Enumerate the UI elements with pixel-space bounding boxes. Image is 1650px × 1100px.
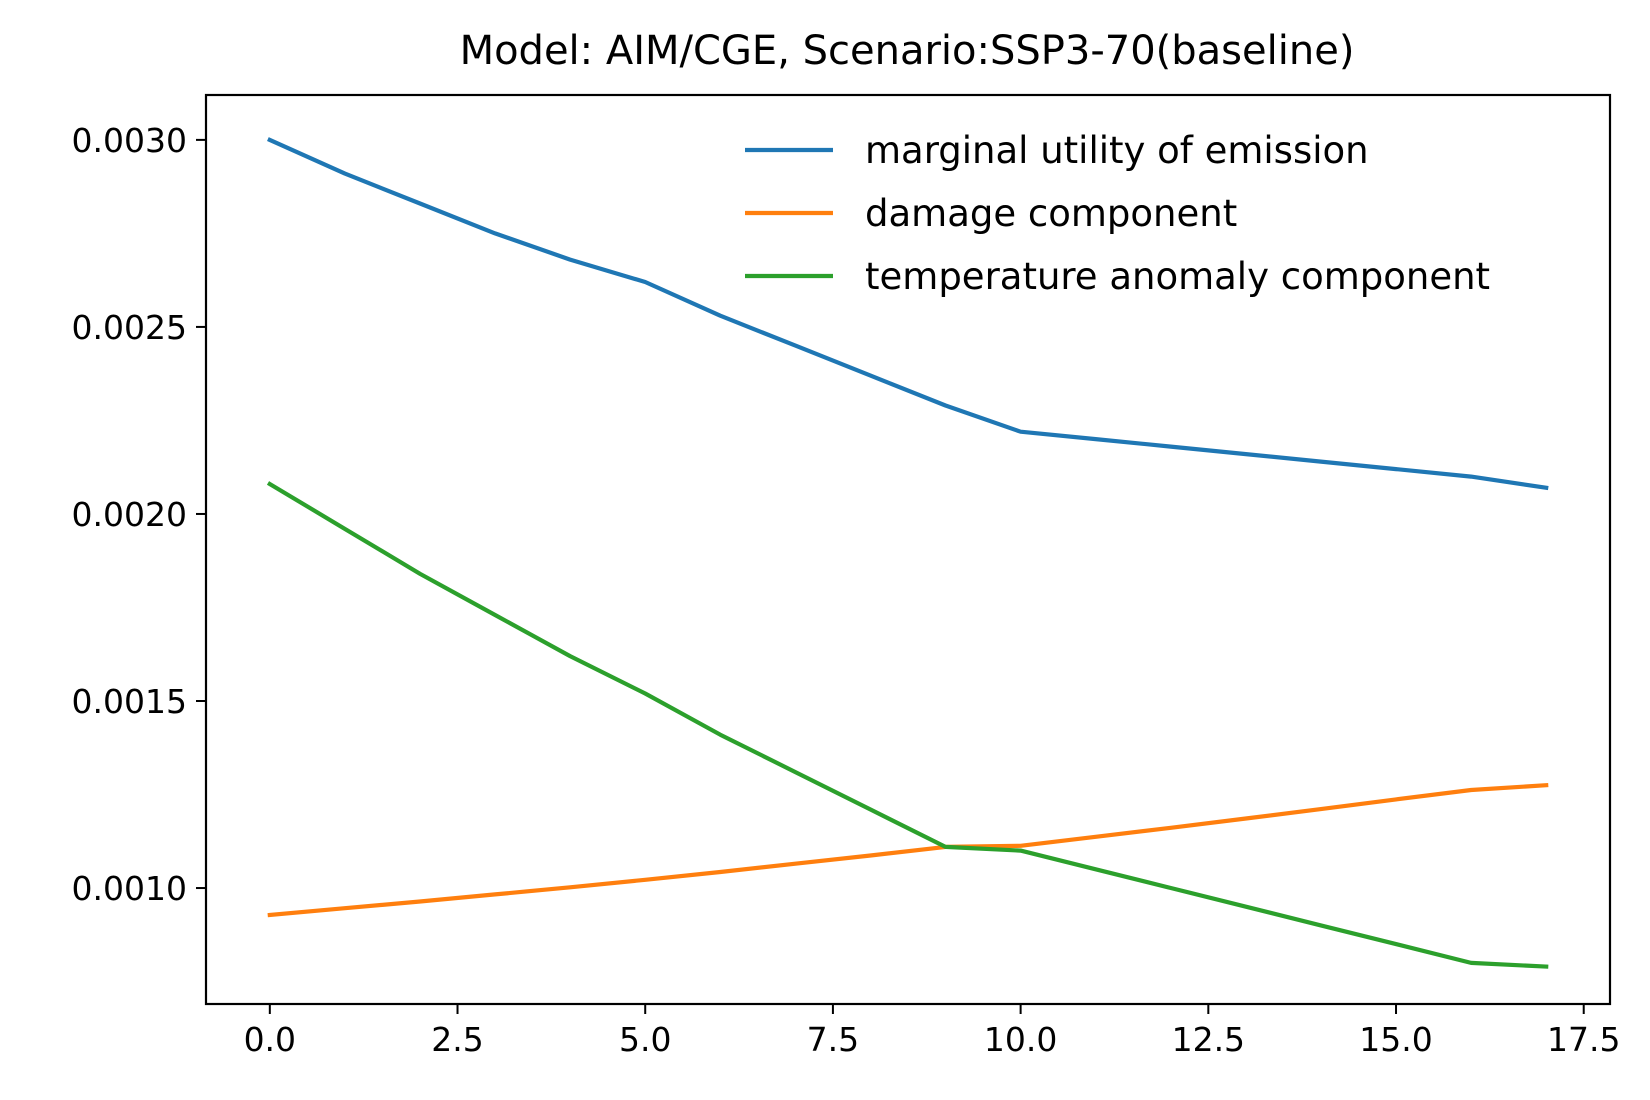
y-axis: 0.0010 0.0015 0.0020 0.0025 0.0030 — [72, 121, 206, 908]
y-tick-label: 0.0010 — [72, 869, 187, 908]
x-axis: 0.0 2.5 5.0 7.5 10.0 12.5 15.0 17.5 — [244, 1004, 1620, 1059]
y-tick-label: 0.0025 — [72, 308, 187, 347]
x-tick-label: 17.5 — [1547, 1020, 1620, 1059]
series-line-2 — [267, 782, 1549, 918]
x-tick-label: 2.5 — [431, 1020, 483, 1059]
plot-area-frame — [204, 93, 1612, 1006]
x-tick-label: 15.0 — [1359, 1020, 1432, 1059]
y-tick-label: 0.0020 — [72, 495, 187, 534]
legend: marginal utility of emission damage compo… — [745, 129, 1490, 298]
x-tick-label: 12.5 — [1172, 1020, 1245, 1059]
y-tick-label: 0.0030 — [72, 121, 187, 160]
x-tick-label: 5.0 — [619, 1020, 671, 1059]
legend-label-2: damage component — [865, 192, 1237, 235]
series-line-3 — [266, 481, 1549, 969]
legend-label-1: marginal utility of emission — [865, 129, 1369, 172]
y-tick-label: 0.0015 — [72, 682, 187, 721]
x-tick-label: 0.0 — [244, 1020, 296, 1059]
series-line-1 — [267, 137, 1549, 491]
x-tick-label: 10.0 — [984, 1020, 1057, 1059]
chart-title: Model: AIM/CGE, Scenario:SSP3-70(baselin… — [460, 28, 1355, 74]
x-tick-label: 7.5 — [807, 1020, 859, 1059]
plot-lines — [266, 137, 1549, 969]
legend-label-3: temperature anomaly component — [865, 255, 1490, 298]
